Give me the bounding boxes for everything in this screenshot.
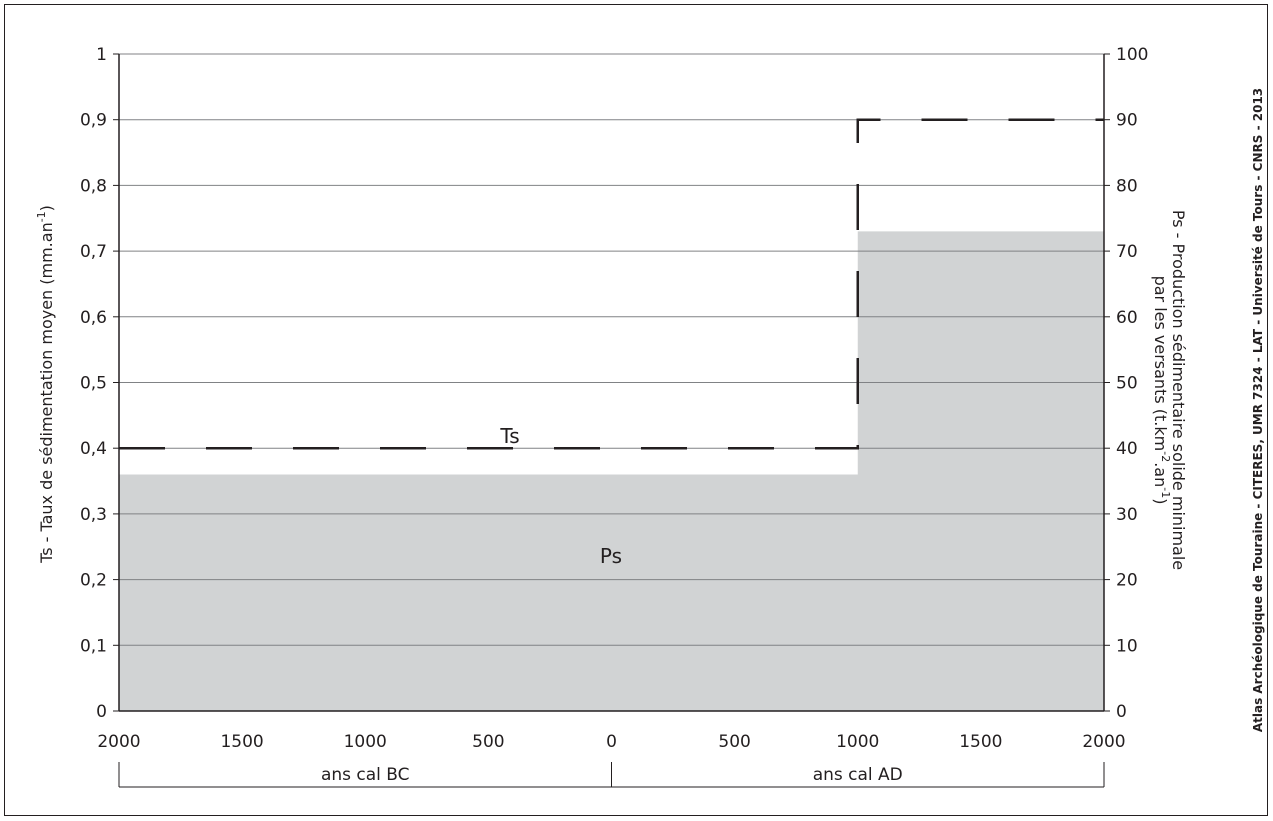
y-right-tick-label: 30 [1116,505,1138,525]
series-label-ps: Ps [600,544,622,568]
y-left-tick-label: 1 [96,45,107,65]
y-left-tick-label: 0,8 [80,176,107,196]
credit-text: Atlas Archéologique de Touraine - CITERE… [1251,88,1265,732]
y-right-tick-label: 0 [1116,702,1127,722]
figure-frame [4,4,1268,816]
y-left-tick-label: 0,3 [80,505,107,525]
y-left-tick-label: 0,1 [80,636,107,656]
y-right-tick-label: 50 [1116,374,1138,394]
y-left-tick-label: 0,7 [80,242,107,262]
y-right-tick-label: 100 [1116,45,1148,65]
x-tick-label: 2000 [97,732,140,752]
y-right-tick-label: 60 [1116,308,1138,328]
y-left-axis-title: Ts - Taux de sédimentation moyen (mm.an-… [35,205,56,564]
y-left-title-main: Ts - Taux de sédimentation moyen (mm.an [37,222,56,564]
x-tick-label: 1500 [959,732,1002,752]
y-left-tick-label: 0,2 [80,571,107,591]
period-brackets: ans cal BC ans cal AD [118,762,1105,788]
x-tick-label: 2000 [1082,732,1125,752]
y-right-tick-label: 90 [1116,111,1138,131]
period-label: ans cal BC [321,765,410,785]
y-left-tick-label: 0,4 [80,439,107,459]
y-left-tick-label: 0,9 [80,111,107,131]
tick-labels: 00,10,20,30,40,50,60,70,80,9101020304050… [80,45,1149,752]
y-right-title2-a: par les versants (t.km [1151,276,1170,452]
y-left-title-sup: -1 [35,211,48,222]
ts-line [119,118,1104,450]
y-left-tick-label: 0 [96,702,107,722]
y-right-axis-title-line1: Ps - Production sédimentaire solide mini… [1169,210,1188,570]
y-right-tick-label: 20 [1116,571,1138,591]
ps-area-layer [119,231,1104,711]
ps-area [119,231,1104,711]
y-right-title2-b: .an [1151,462,1170,487]
y-right-tick-label: 40 [1116,439,1138,459]
period-label: ans cal AD [813,765,903,785]
series-label-ts: Ts [499,424,519,448]
y-left-tick-label: 0,6 [80,308,107,328]
y-right-axis-title-line2: par les versants (t.km-2.an-1) [1151,276,1172,505]
y-left-tick-label: 0,5 [80,374,107,394]
x-tick-label: 1000 [836,732,879,752]
x-tick-label: 500 [472,732,504,752]
x-tick-label: 1500 [220,732,263,752]
y-right-tick-label: 10 [1116,636,1138,656]
y-right-title2-sup1: -2 [1159,451,1172,462]
y-right-tick-label: 80 [1116,176,1138,196]
x-tick-label: 500 [718,732,750,752]
ts-line-layer [119,118,1104,450]
x-tick-label: 1000 [344,732,387,752]
y-right-title2-c: ) [1151,498,1170,504]
x-tick-label: 0 [606,732,617,752]
y-right-title2-sup2: -1 [1159,487,1172,498]
y-right-tick-label: 70 [1116,242,1138,262]
y-left-title-end: ) [37,205,56,211]
